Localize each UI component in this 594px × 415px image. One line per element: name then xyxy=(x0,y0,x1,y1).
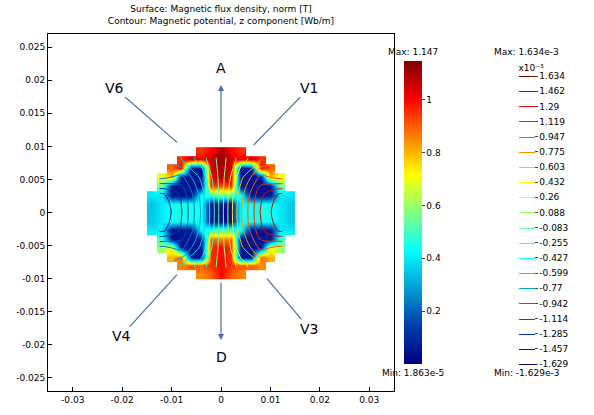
svg-text:-0.005: -0.005 xyxy=(16,241,45,251)
svg-text:V3: V3 xyxy=(300,321,318,337)
svg-text:1: 1 xyxy=(426,95,432,105)
svg-text:0.603: 0.603 xyxy=(539,162,565,172)
svg-text:0.025: 0.025 xyxy=(19,42,45,52)
svg-text:0.6: 0.6 xyxy=(426,201,441,211)
svg-text:0.2: 0.2 xyxy=(426,306,440,316)
svg-text:-0.01: -0.01 xyxy=(160,395,183,405)
svg-text:0.005: 0.005 xyxy=(19,175,45,185)
svg-text:-1.457: -1.457 xyxy=(539,344,568,354)
svg-text:-0.02: -0.02 xyxy=(22,340,45,350)
svg-text:Max: 1.634e-3: Max: 1.634e-3 xyxy=(494,47,559,57)
svg-text:D: D xyxy=(216,349,227,365)
svg-text:1.462: 1.462 xyxy=(539,86,565,96)
svg-text:0.947: 0.947 xyxy=(539,132,565,142)
svg-text:0.26: 0.26 xyxy=(539,192,559,202)
svg-text:-0.083: -0.083 xyxy=(539,223,568,233)
svg-text:0.01: 0.01 xyxy=(260,395,280,405)
svg-text:-0.03: -0.03 xyxy=(61,395,84,405)
svg-text:0: 0 xyxy=(39,208,45,218)
svg-text:1.29: 1.29 xyxy=(539,102,559,112)
svg-text:0.088: 0.088 xyxy=(539,208,565,218)
svg-text:A: A xyxy=(216,60,226,76)
svg-text:-0.025: -0.025 xyxy=(16,373,45,383)
svg-text:Surface: Magnetic flux density: Surface: Magnetic flux density, norm [T]… xyxy=(108,4,334,26)
svg-text:Min: -1.629e-3: Min: -1.629e-3 xyxy=(494,368,559,378)
svg-text:-0.427: -0.427 xyxy=(539,253,568,263)
svg-text:x10⁻³: x10⁻³ xyxy=(519,63,545,73)
svg-text:0.01: 0.01 xyxy=(25,142,45,152)
svg-text:-0.942: -0.942 xyxy=(539,299,568,309)
svg-text:Min: 1.863e-5: Min: 1.863e-5 xyxy=(382,368,444,378)
svg-text:0.03: 0.03 xyxy=(359,395,379,405)
svg-text:0.432: 0.432 xyxy=(539,177,565,187)
svg-text:0.4: 0.4 xyxy=(426,253,441,263)
svg-text:1.119: 1.119 xyxy=(539,117,565,127)
svg-text:Max: 1.147: Max: 1.147 xyxy=(388,47,438,57)
svg-text:-1.285: -1.285 xyxy=(539,329,568,339)
svg-text:-0.77: -0.77 xyxy=(539,283,562,293)
svg-text:V4: V4 xyxy=(112,328,131,344)
svg-text:-0.599: -0.599 xyxy=(539,268,568,278)
svg-text:-0.02: -0.02 xyxy=(110,395,133,405)
svg-text:-0.015: -0.015 xyxy=(16,307,45,317)
svg-text:V1: V1 xyxy=(300,80,318,96)
svg-text:-1.629: -1.629 xyxy=(539,359,568,369)
svg-text:0.02: 0.02 xyxy=(310,395,330,405)
svg-text:0.8: 0.8 xyxy=(426,148,441,158)
svg-text:0.775: 0.775 xyxy=(539,147,565,157)
svg-text:-0.01: -0.01 xyxy=(22,274,45,284)
svg-text:0.02: 0.02 xyxy=(25,75,45,85)
svg-text:1.634: 1.634 xyxy=(539,71,565,81)
svg-text:-0.255: -0.255 xyxy=(539,238,568,248)
svg-text:V6: V6 xyxy=(105,80,124,96)
svg-text:0.015: 0.015 xyxy=(19,108,45,118)
svg-text:-1.114: -1.114 xyxy=(539,314,568,324)
svg-text:0: 0 xyxy=(218,395,224,405)
